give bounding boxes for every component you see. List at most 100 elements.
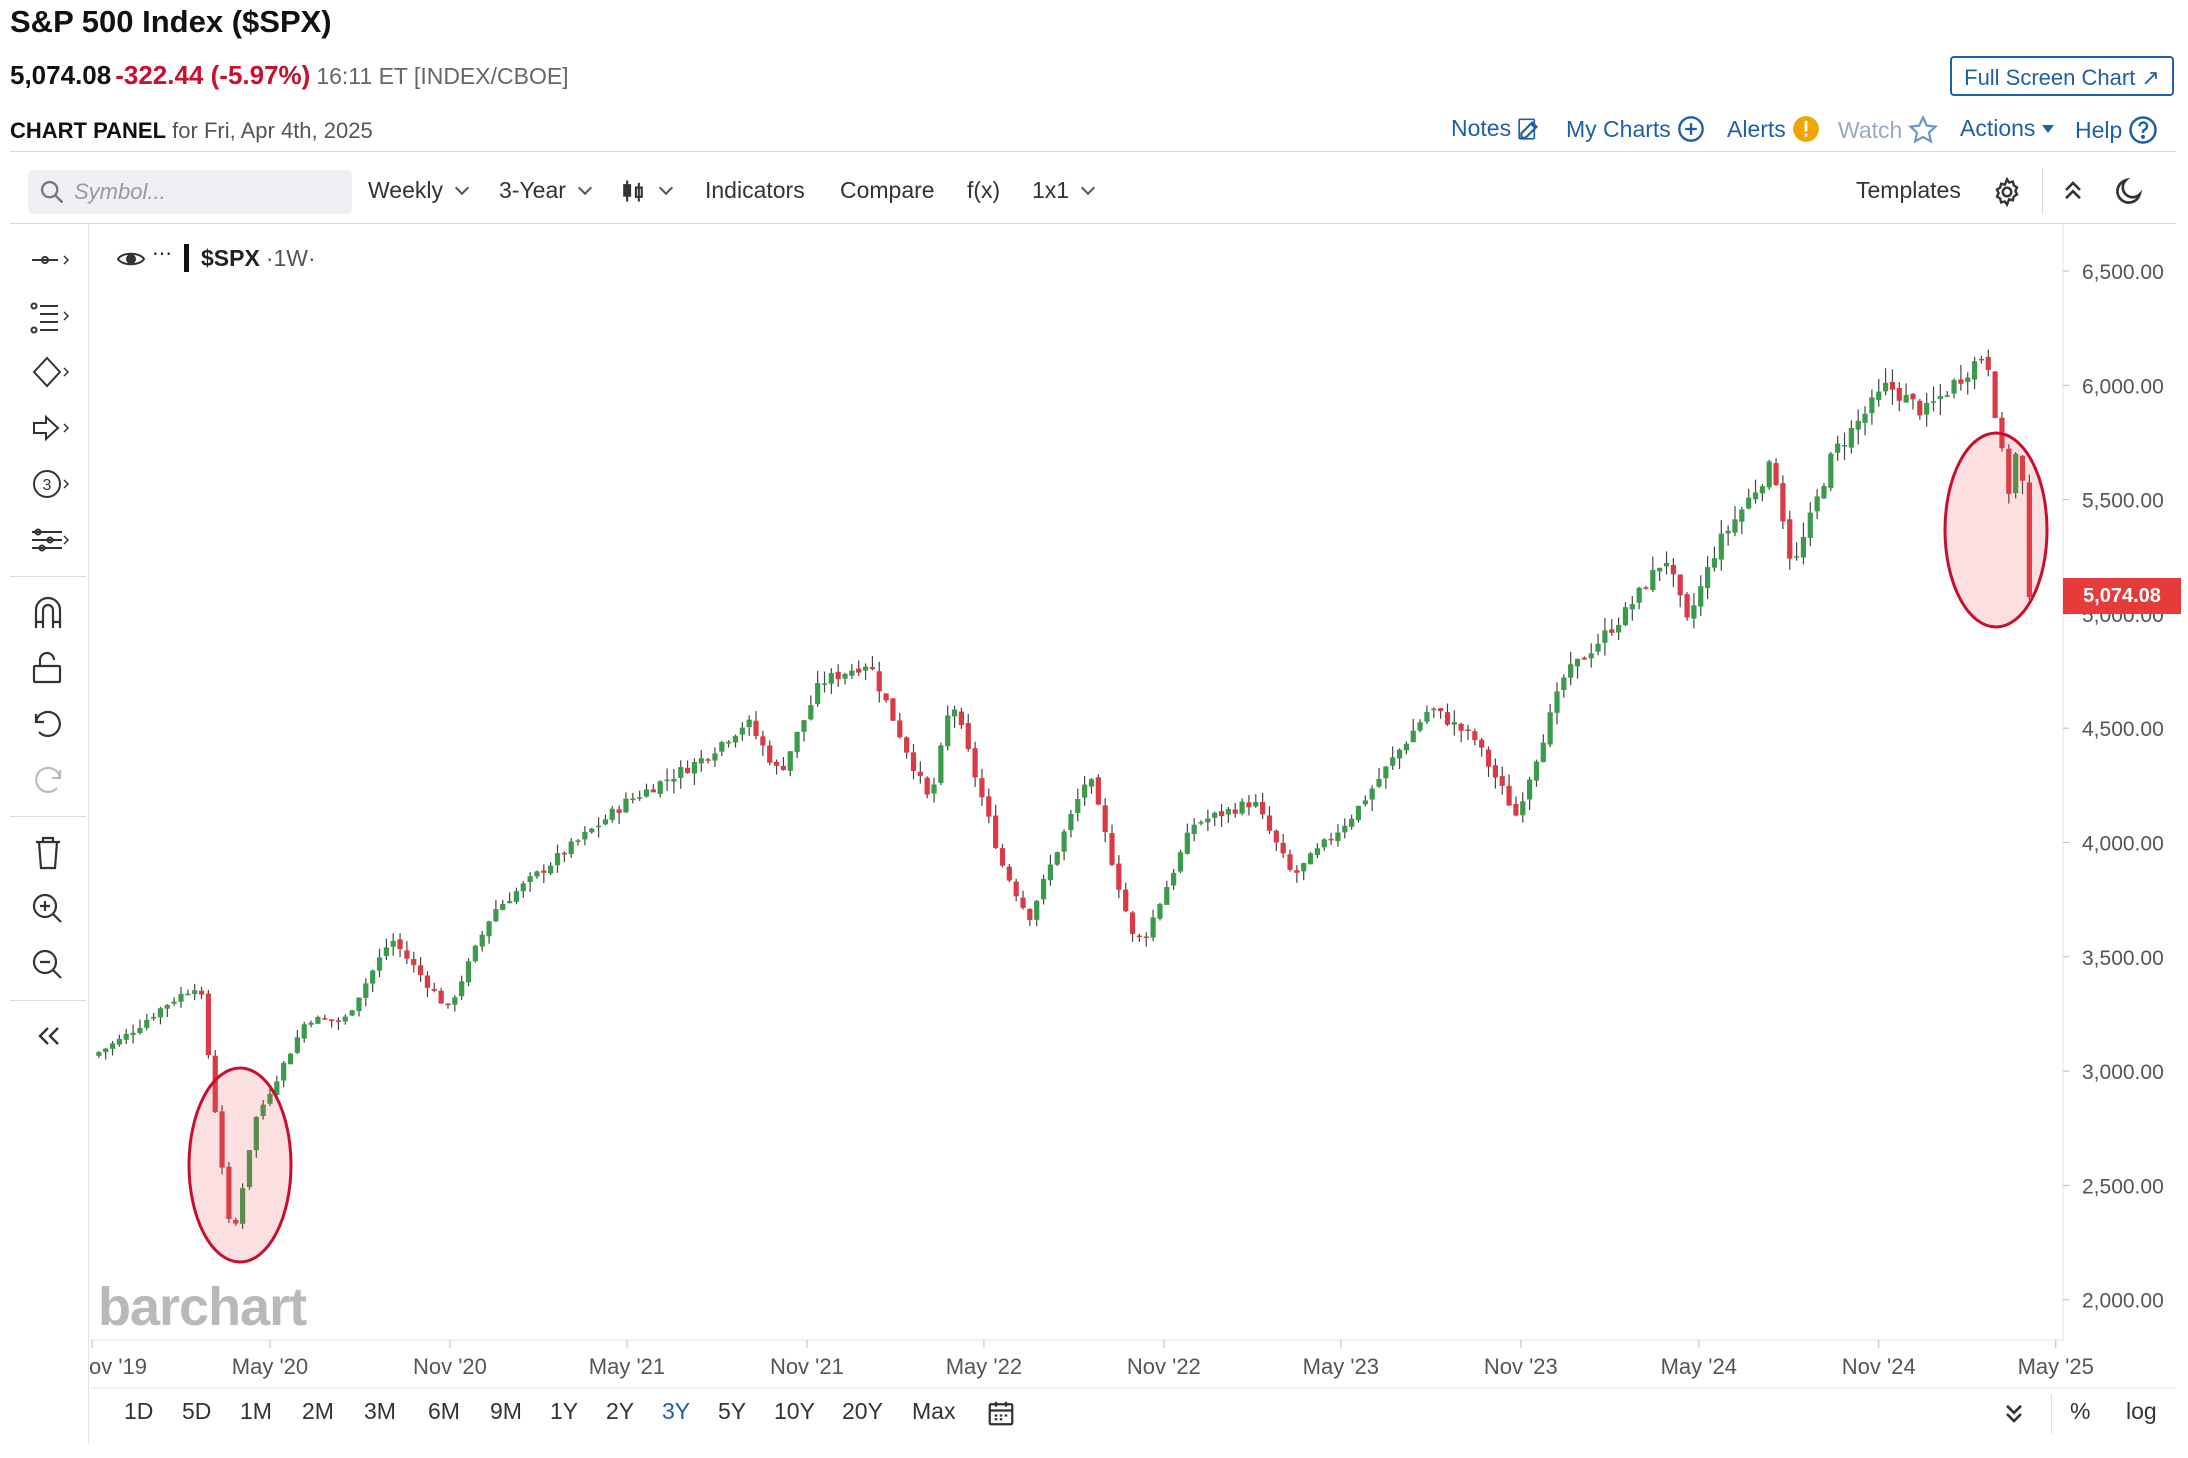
symbol-search-input[interactable]: Symbol... [28,170,352,214]
y-axis: 6,500.006,000.005,500.005,000.004,500.00… [2063,261,2164,1313]
zoom-in-button[interactable] [26,888,70,928]
redo-icon [35,766,62,793]
range-button-10y[interactable]: 10Y [774,1398,815,1424]
interval-dropdown[interactable]: Weekly [368,177,470,204]
help-label: Help [2075,116,2123,143]
range-button-3m[interactable]: 3M [364,1398,396,1424]
fib-tool-button[interactable] [26,296,70,336]
eye-icon[interactable] [116,246,146,270]
candle-down [965,723,971,750]
range-button-5d[interactable]: 5D [182,1398,212,1424]
count-tool-button[interactable]: 3 [26,464,70,504]
candle-up [479,934,485,947]
candle-up [1882,382,1889,392]
function-button[interactable]: f(x) [967,177,1001,203]
notes-link[interactable]: Notes [1451,115,1543,142]
expand-bottom-button[interactable] [2000,1400,2028,1433]
candle-up [116,1038,122,1045]
candle-up [1075,799,1081,814]
range-button-20y[interactable]: 20Y [842,1398,883,1424]
templates-button[interactable]: Templates [1856,177,1961,203]
barchart-watermark: barchart [98,1277,307,1337]
layout-dropdown[interactable]: 1x1 [1032,177,1096,204]
candle-up [274,1081,280,1095]
log-scale-toggle[interactable]: log [2126,1398,2157,1424]
candle-down [1485,749,1492,767]
star-icon [1908,115,1939,144]
candle-up [1971,361,1978,380]
chart-type-dropdown[interactable] [619,177,674,205]
candle-down [404,950,410,959]
candle-up [1171,872,1177,886]
shape-tool-button[interactable] [26,352,70,392]
date-range-picker[interactable] [986,1398,1016,1433]
range-button-5y[interactable]: 5Y [718,1398,747,1424]
interval-label: Weekly [368,177,443,203]
candle-down [1273,830,1279,843]
undo-button[interactable] [26,704,70,744]
svg-text:3: 3 [43,477,52,494]
tools-divider [88,224,89,1444]
magnet-button[interactable] [26,592,70,632]
shape-icon [32,356,70,388]
watch-link[interactable]: Watch [1838,115,1939,145]
header-divider [10,151,2176,152]
candle-down [417,965,424,976]
candle-up [1574,658,1581,667]
redo-button[interactable] [26,760,70,800]
candles-layer [96,349,2032,1229]
indicators-button[interactable]: Indicators [705,177,805,203]
alerts-link[interactable]: Alerts [1727,115,1820,143]
candle-up [493,909,499,922]
candle-up [1417,722,1423,731]
search-icon [40,180,64,204]
candle-down [979,778,985,798]
candle-up [1732,519,1738,533]
candle-down [438,990,444,1004]
my-charts-link[interactable]: My Charts [1566,115,1705,143]
dark-mode-toggle[interactable] [2113,175,2145,212]
full-screen-chart-button[interactable]: Full Screen Chart ↗ [1950,56,2174,96]
range-button-9m[interactable]: 9M [490,1398,522,1424]
collapse-tools-button[interactable] [26,1016,70,1056]
delete-drawings-button[interactable] [26,832,70,872]
candle-up [582,831,588,840]
lock-button[interactable] [26,648,70,688]
candle-up [746,719,752,728]
candle-up [575,840,581,842]
settings-button[interactable] [1991,176,2023,213]
x-tick-label: May '21 [589,1354,665,1379]
fibonacci-icon [30,302,70,334]
more-options-icon[interactable]: ⋯ [152,242,172,265]
candle-up [1924,402,1930,415]
arrow-tool-button[interactable] [26,408,70,448]
candle-up [1301,863,1307,872]
actions-menu[interactable]: Actions [1960,115,2055,142]
range-button-2m[interactable]: 2M [302,1398,334,1424]
help-link[interactable]: Help [2075,115,2158,145]
range-button-1d[interactable]: 1D [124,1398,154,1424]
candle-up [1034,900,1040,920]
range-button-2y[interactable]: 2Y [606,1398,635,1424]
range-dropdown[interactable]: 3-Year [499,177,593,204]
candle-up [178,993,184,1002]
percent-scale-toggle[interactable]: % [2070,1398,2091,1424]
candle-up [370,970,376,984]
candle-down [760,736,766,746]
line-tool-button[interactable] [26,240,70,280]
range-button-6m[interactable]: 6M [428,1398,460,1424]
pattern-icon [32,528,70,552]
collapse-header-button[interactable] [2059,176,2087,209]
double-chevron-up-icon [2065,181,2081,200]
candle-up [260,1104,266,1116]
range-button-1m[interactable]: 1M [240,1398,272,1424]
range-button-3y[interactable]: 3Y [662,1398,691,1424]
range-button-max[interactable]: Max [912,1398,956,1424]
candle-up [192,990,198,995]
compare-button[interactable]: Compare [840,177,935,203]
pattern-tool-button[interactable] [26,520,70,560]
candle-down [541,870,547,873]
range-button-1y[interactable]: 1Y [550,1398,579,1424]
zoom-out-button[interactable] [26,944,70,984]
